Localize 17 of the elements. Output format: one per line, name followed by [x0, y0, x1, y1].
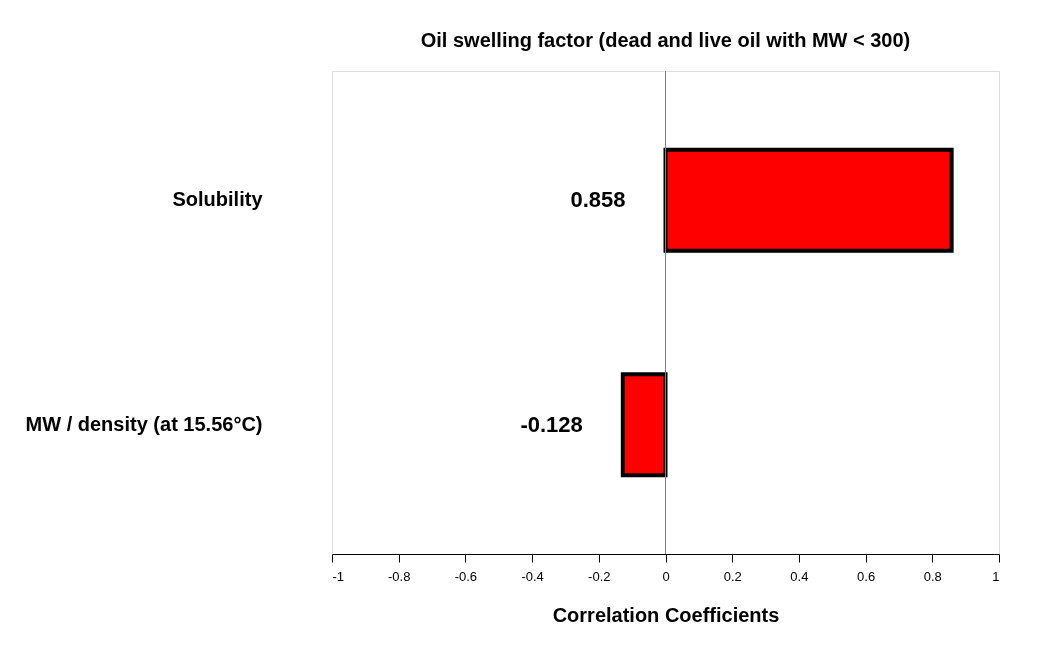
x-tick-label: 0.2	[723, 568, 742, 584]
chart-title: Oil swelling factor (dead and live oil with MW < 300)	[420, 28, 911, 51]
y-tick-label: Solubility	[172, 188, 264, 211]
x-tick-label: 0.8	[923, 568, 942, 584]
x-tick-label: -0.8	[388, 568, 411, 584]
x-tick-label: 0.4	[790, 568, 809, 584]
x-tick-label: -0.2	[588, 568, 611, 584]
data-label: 0.858	[570, 187, 626, 213]
x-tick-label: -0.4	[521, 568, 544, 584]
data-label: -0.128	[520, 411, 583, 437]
x-axis-title: Correlation Coefficients	[552, 603, 780, 626]
x-tick-label: 0	[662, 568, 670, 584]
x-tick-label: -0.6	[454, 568, 478, 584]
x-tick-label: 0.6	[857, 568, 876, 584]
x-tick-label: 1	[992, 568, 1000, 584]
y-tick-label: MW / density (at 15.56°C)	[25, 412, 263, 435]
x-tick-label: -1	[332, 568, 345, 584]
